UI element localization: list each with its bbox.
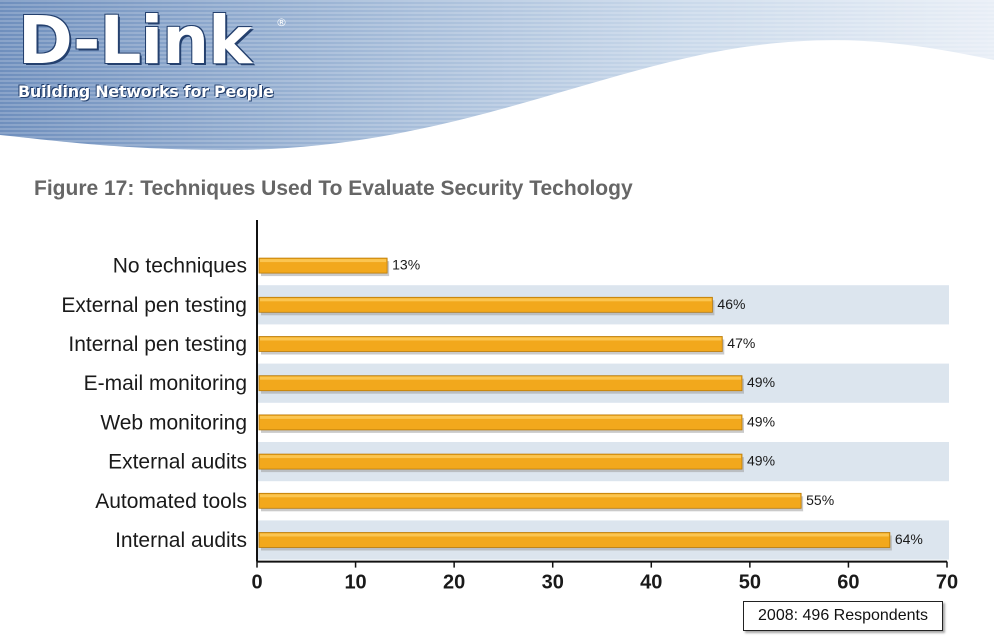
x-tick-label: 50 [739, 572, 761, 594]
value-label: 55% [806, 492, 834, 508]
bar-highlight [260, 533, 889, 537]
value-label: 47% [727, 335, 755, 351]
category-label: Web monitoring [100, 411, 247, 434]
bar-highlight [260, 455, 741, 459]
bar-highlight [260, 376, 741, 380]
chart-title: Figure 17: Techniques Used To Evaluate S… [34, 177, 633, 200]
x-tick-label: 70 [936, 572, 958, 594]
bar-highlight [260, 298, 712, 302]
logo: D-Link [18, 2, 252, 79]
x-tick-label: 60 [837, 572, 859, 594]
category-label: E-mail monitoring [84, 372, 247, 395]
value-label: 13% [392, 257, 420, 273]
category-label: Internal pen testing [68, 333, 247, 356]
x-tick-label: 30 [542, 572, 564, 594]
bar-highlight [260, 494, 801, 498]
registered-mark: ® [276, 16, 287, 29]
x-tick-label: 40 [640, 572, 662, 594]
x-tick-label: 10 [344, 572, 366, 594]
value-label: 49% [747, 413, 775, 429]
value-label: 46% [717, 296, 745, 312]
x-tick-label: 20 [443, 572, 465, 594]
x-tick-label: 0 [251, 572, 262, 594]
bar-highlight [260, 259, 387, 263]
category-label: External audits [108, 451, 247, 474]
value-label: 49% [747, 374, 775, 390]
bar-chart: No techniques 13% External pen testing 46% I… [61, 220, 958, 594]
value-label: 49% [747, 453, 775, 469]
header-banner [0, 0, 994, 150]
category-label: External pen testing [61, 294, 247, 317]
logo-tagline: Building Networks for People [18, 82, 274, 101]
value-label: 64% [895, 531, 923, 547]
bar-highlight [260, 415, 741, 419]
category-label: Internal audits [115, 529, 247, 552]
category-label: Automated tools [95, 490, 247, 513]
category-label: No techniques [113, 255, 247, 278]
respondents-note: 2008: 496 Respondents [743, 601, 943, 631]
bar-highlight [260, 337, 722, 341]
